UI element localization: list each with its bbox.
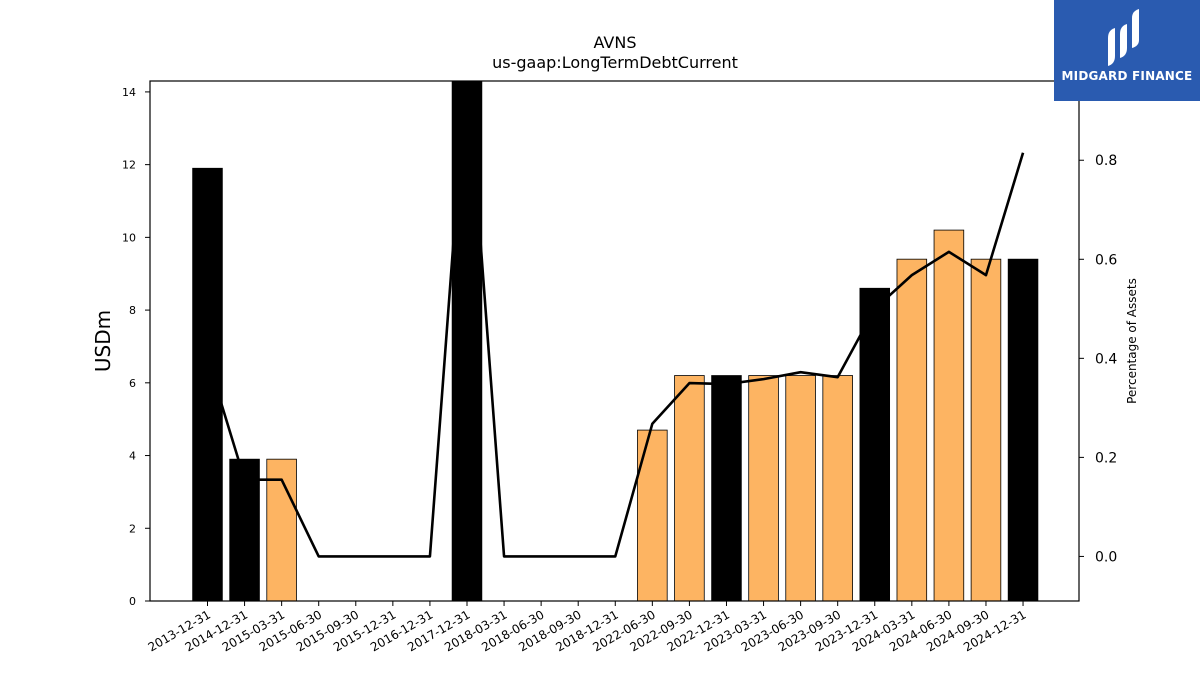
- bar-2023-09-30: [822, 375, 853, 601]
- bar-2023-06-30: [785, 375, 816, 601]
- y2-tick-label: 0.4: [1095, 351, 1117, 367]
- pct-assets-series: [206, 81, 1025, 558]
- y2-axis-label: Percentage of Assets: [1125, 278, 1139, 404]
- bar-2014-12-31: [229, 458, 260, 601]
- y-tick-label: 8: [129, 304, 136, 317]
- bar-2022-12-31: [711, 375, 742, 601]
- y2-tick-label: 0.8: [1095, 153, 1117, 169]
- logo-text: MIDGARD FINANCE: [1061, 69, 1193, 83]
- chart-subtitle: us-gaap:LongTermDebtCurrent: [492, 53, 738, 72]
- bar-2024-09-30: [970, 258, 1002, 601]
- chart-title: AVNS: [594, 33, 637, 52]
- plot-frame: [149, 80, 1080, 602]
- bar-2024-12-31: [1007, 258, 1039, 601]
- y-axis-left: 0 2 4 6 8 10 12 14: [122, 86, 150, 608]
- midgard-logo-icon: [1108, 9, 1139, 66]
- bar-2015-03-31: [266, 458, 297, 601]
- y-tick-label: 6: [129, 377, 136, 390]
- y2-tick-label: 0.6: [1095, 252, 1117, 268]
- y-tick-label: 10: [122, 231, 136, 244]
- bar-2017-12-31: [451, 81, 483, 601]
- bar-2024-03-31: [896, 258, 928, 601]
- pct-assets-line: [206, 81, 1025, 558]
- y-tick-label: 12: [122, 159, 136, 172]
- y2-tick-label: 0.0: [1095, 549, 1117, 565]
- midgard-finance-logo: MIDGARD FINANCE: [1054, 0, 1200, 101]
- y-tick-label: 2: [129, 522, 136, 535]
- bar-2022-06-30: [637, 429, 668, 601]
- y-axis-right: 0.0 0.2 0.4 0.6 0.8: [1079, 153, 1117, 565]
- x-axis: 2013-12-312014-12-312015-03-312015-06-30…: [146, 601, 1029, 654]
- bar-2022-09-30: [674, 375, 705, 601]
- y2-tick-label: 0.2: [1095, 450, 1117, 466]
- bar-2024-06-30: [933, 229, 965, 601]
- y-tick-label: 4: [129, 450, 136, 463]
- y-tick-label: 14: [122, 86, 136, 99]
- y-tick-label: 0: [129, 595, 136, 608]
- bar-2023-12-31: [859, 287, 891, 601]
- bar-2023-03-31: [748, 375, 779, 601]
- bar-2013-12-31: [192, 167, 223, 601]
- bar-series: [192, 81, 1039, 601]
- y-axis-label: USDm: [91, 310, 115, 372]
